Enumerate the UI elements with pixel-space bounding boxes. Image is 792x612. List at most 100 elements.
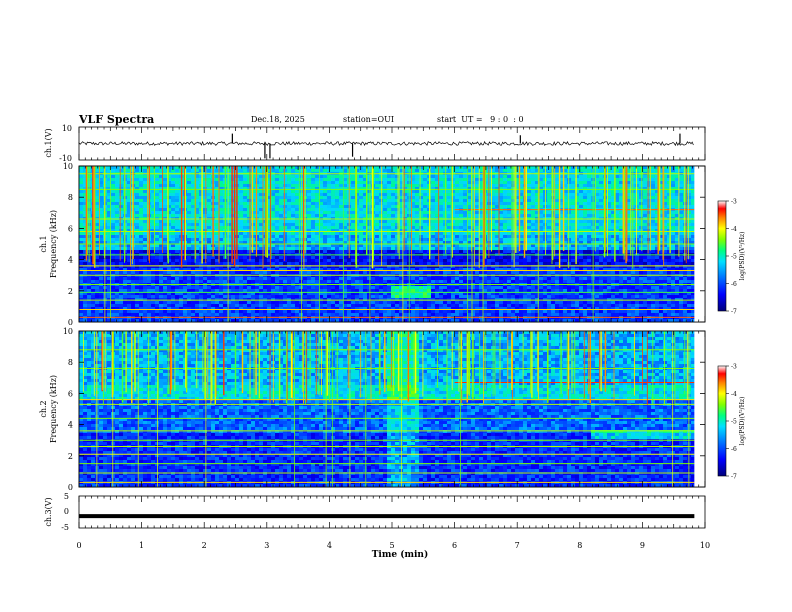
spectrogram-cell: [111, 313, 115, 316]
spectrogram-cell: [163, 166, 167, 169]
spectrogram-cell: [107, 280, 111, 283]
spectrogram-cell: [155, 229, 159, 232]
spectrogram-cell: [83, 289, 87, 292]
spectrogram-cell: [111, 205, 115, 208]
spectrogram-cell: [295, 295, 299, 298]
spectrogram-cell: [287, 211, 291, 214]
spectrogram-cell: [131, 199, 135, 202]
spectrogram-cell: [243, 277, 247, 280]
spectrogram-cell: [331, 256, 335, 259]
spectrogram-cell: [167, 280, 171, 283]
spectrogram-cell: [387, 271, 391, 274]
spectrogram-cell: [79, 238, 83, 241]
spectrogram-cell: [227, 301, 231, 304]
spectrogram-cell: [115, 223, 119, 226]
spectrogram-cell: [175, 310, 179, 313]
spectrogram-cell: [99, 256, 103, 259]
spectrogram-cell: [403, 196, 407, 199]
spectrogram-cell: [151, 193, 155, 196]
spectrogram-cell: [259, 175, 263, 178]
spectrogram-cell: [203, 166, 207, 169]
spectrogram-cell: [203, 301, 207, 304]
spectrogram-cell: [419, 211, 423, 214]
spectrogram-cell: [447, 190, 451, 193]
spectrogram-cell: [439, 202, 443, 205]
spectrogram-cell: [167, 292, 171, 295]
spectrogram-cell: [147, 301, 151, 304]
spectrogram-cell: [243, 232, 247, 235]
spectrogram-cell: [219, 226, 223, 229]
spectrogram-cell: [327, 313, 331, 316]
spectrogram-cell: [107, 238, 111, 241]
spectrogram-cell: [163, 196, 167, 199]
spectrogram-cell: [295, 193, 299, 196]
spectrogram-cell: [207, 238, 211, 241]
spectrogram-cell: [95, 187, 99, 190]
spectrogram-cell: [159, 199, 163, 202]
spectrogram-cell: [379, 256, 383, 259]
spectrogram-cell: [415, 202, 419, 205]
spectrogram-cell: [323, 256, 327, 259]
spectrogram-cell: [139, 262, 143, 265]
spectrogram-cell: [283, 286, 287, 289]
spectrogram-cell: [187, 277, 191, 280]
spectrogram-cell: [139, 232, 143, 235]
spectrogram-cell: [275, 304, 279, 307]
spectrogram-cell: [115, 301, 119, 304]
spectrogram-cell: [99, 211, 103, 214]
spectrogram-cell: [211, 256, 215, 259]
spectrogram-cell: [95, 259, 99, 262]
spectrogram-cell: [351, 232, 355, 235]
spectrogram-cell: [171, 304, 175, 307]
spectrogram-cell: [383, 271, 387, 274]
spectrogram-cell: [291, 178, 295, 181]
spectrogram-cell: [127, 178, 131, 181]
spectrogram-cell: [211, 304, 215, 307]
spectrogram-cell: [255, 310, 259, 313]
spectrogram-cell: [203, 214, 207, 217]
spectrogram-cell: [359, 181, 363, 184]
spectrogram-cell: [287, 178, 291, 181]
spectrogram-cell: [447, 313, 451, 316]
spectrogram-cell: [83, 277, 87, 280]
spectrogram-cell: [111, 295, 115, 298]
spectrogram-cell: [435, 301, 439, 304]
spectrogram-cell: [447, 175, 451, 178]
spectrogram-cell: [219, 214, 223, 217]
spectrogram-cell: [111, 208, 115, 211]
spectrogram-cell: [459, 259, 463, 262]
spectrogram-cell: [111, 229, 115, 232]
spectrogram-cell: [115, 187, 119, 190]
spectrogram-cell: [295, 256, 299, 259]
spectrogram-cell: [359, 271, 363, 274]
spectrogram-cell: [327, 310, 331, 313]
spectrogram-cell: [327, 211, 331, 214]
spectrogram-cell: [439, 217, 443, 220]
spectrogram-cell: [191, 169, 195, 172]
spectrogram-cell: [379, 313, 383, 316]
spectrogram-cell: [335, 199, 339, 202]
spectrogram-cell: [155, 175, 159, 178]
spectrogram-cell: [215, 175, 219, 178]
spectrogram-cell: [355, 301, 359, 304]
spectrogram-cell: [423, 238, 427, 241]
spectrogram-cell: [279, 250, 283, 253]
spectrogram-cell: [287, 232, 291, 235]
spectrogram-cell: [187, 271, 191, 274]
spectrogram-cell: [135, 301, 139, 304]
spectrogram-cell: [243, 169, 247, 172]
spectrogram-cell: [191, 271, 195, 274]
spectrogram-cell: [271, 199, 275, 202]
spectrogram-cell: [315, 217, 319, 220]
spectrogram-cell: [431, 304, 435, 307]
spectrogram-cell: [435, 289, 439, 292]
spectrogram-cell: [315, 220, 319, 223]
spectrogram-cell: [339, 211, 343, 214]
spectrogram-cell: [151, 220, 155, 223]
spectrogram-cell: [179, 298, 183, 301]
spectrogram-cell: [423, 289, 427, 292]
spectrogram-cell: [151, 178, 155, 181]
spectrogram-cell: [351, 214, 355, 217]
spectrogram-cell: [219, 262, 223, 265]
spectrogram-cell: [367, 202, 371, 205]
